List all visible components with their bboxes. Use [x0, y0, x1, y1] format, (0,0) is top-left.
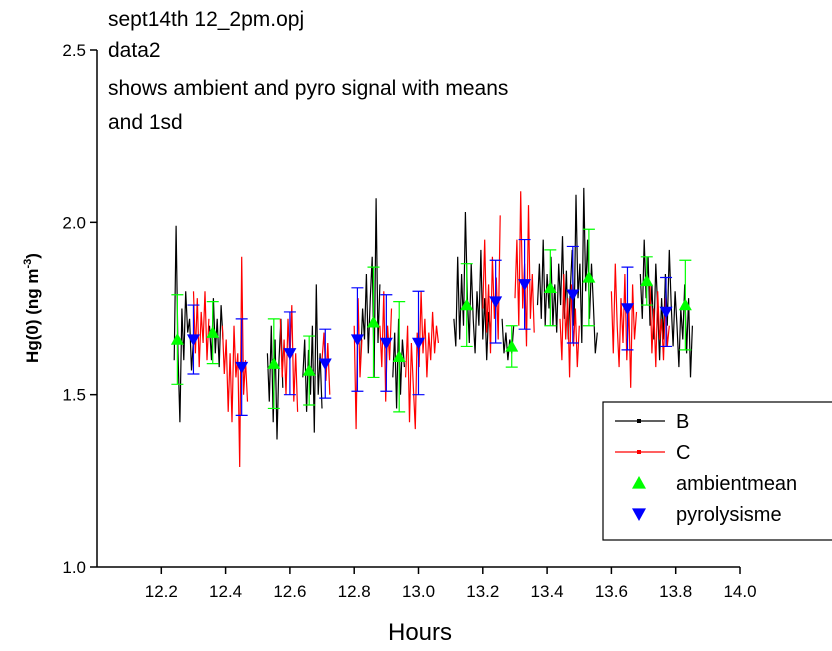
- y-tick-label: 1.5: [62, 386, 86, 405]
- mean-marker: [366, 315, 380, 328]
- mean-marker: [489, 296, 503, 309]
- mean-marker: [460, 298, 474, 311]
- legend-label: pyrolysisme: [676, 504, 782, 526]
- title-line: shows ambient and pyro signal with means: [108, 77, 508, 100]
- mean-marker: [170, 333, 184, 345]
- series-line: [192, 191, 670, 468]
- mean-marker: [620, 303, 634, 315]
- x-tick-label: 14.0: [723, 582, 756, 601]
- legend-dot: [637, 419, 641, 423]
- x-tick-label: 12.2: [145, 582, 178, 601]
- legend-label: ambientmean: [676, 473, 797, 495]
- mean-marker: [640, 274, 654, 287]
- legend-label: C: [676, 442, 690, 464]
- x-axis-label: Hours: [388, 619, 452, 646]
- x-tick-label: 12.4: [209, 582, 242, 601]
- mean-marker: [566, 289, 580, 302]
- x-tick-label: 13.8: [659, 582, 692, 601]
- mean-marker: [186, 334, 200, 347]
- mean-marker: [412, 337, 425, 350]
- mean-marker: [318, 358, 332, 371]
- x-tick-label: 13.0: [402, 582, 435, 601]
- title-line: data2: [108, 39, 161, 62]
- x-tick-label: 12.8: [338, 582, 371, 601]
- mean-marker: [302, 364, 316, 376]
- mean-marker: [267, 357, 281, 369]
- x-tick-label: 13.6: [595, 582, 628, 601]
- title-block: sept14th 12_2pm.opj data2 shows ambient an…: [108, 8, 508, 134]
- legend-marker: [632, 476, 646, 489]
- title-line: sept14th 12_2pm.opj: [108, 8, 304, 31]
- y-label-text: Hg(0) (ng m: [23, 269, 42, 363]
- y-label-superscript: -3: [22, 259, 34, 269]
- legend-dot: [637, 450, 641, 454]
- title-line: and 1sd: [108, 111, 183, 134]
- x-tick-label: 12.6: [273, 582, 306, 601]
- x-tick-label: 13.2: [466, 582, 499, 601]
- y-axis-label: Hg(0) (ng m-3): [22, 253, 42, 363]
- mean-marker: [543, 281, 557, 294]
- y-tick-label: 1.0: [62, 558, 86, 577]
- mean-marker: [659, 306, 673, 319]
- mean-marker: [505, 339, 519, 352]
- mean-marker: [379, 337, 393, 350]
- mean-marker: [392, 350, 406, 362]
- mean-marker: [206, 326, 220, 338]
- legend-label: B: [676, 411, 689, 433]
- mean-marker: [678, 298, 692, 311]
- mean-marker: [283, 348, 297, 360]
- mean-marker: [518, 279, 532, 291]
- x-tick-label: 13.4: [531, 582, 564, 601]
- mean-marker: [582, 270, 596, 283]
- y-tick-label: 2.5: [62, 41, 86, 60]
- y-tick-label: 2.0: [62, 213, 86, 232]
- y-label-end: ): [23, 253, 42, 259]
- mean-marker: [235, 361, 249, 374]
- legend-marker: [632, 508, 646, 521]
- mean-marker: [350, 334, 364, 347]
